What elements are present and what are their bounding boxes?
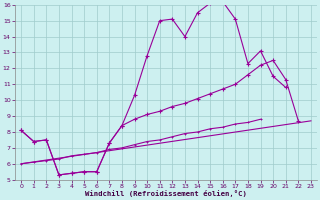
X-axis label: Windchill (Refroidissement éolien,°C): Windchill (Refroidissement éolien,°C) xyxy=(85,190,247,197)
